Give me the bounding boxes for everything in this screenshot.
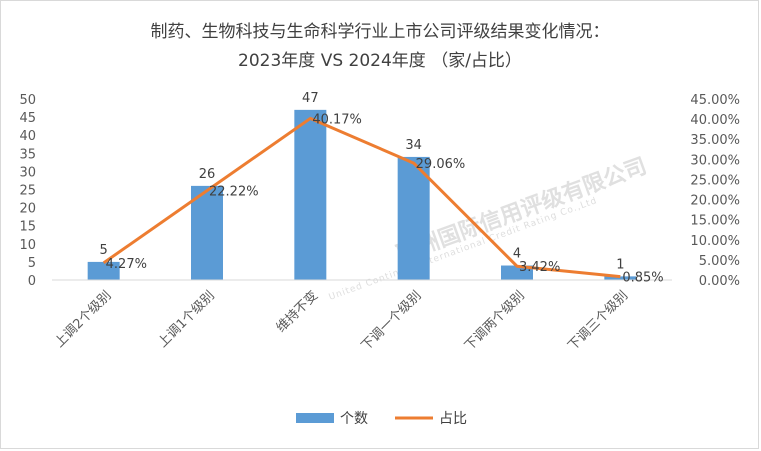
line-data-label: 3.42% [519, 260, 560, 275]
left-axis-tick-label: 5 [28, 256, 36, 271]
line-data-labels: 4.27% 22.22% 40.17% 29.06% 3.42% 0.85% [106, 112, 664, 285]
bar [87, 261, 120, 280]
right-axis-tick-label: 10.00% [690, 234, 740, 249]
category-label: 下调两个级别 [462, 288, 528, 354]
bar-series [87, 109, 637, 280]
left-axis-tick-label: 20 [19, 202, 36, 217]
chart-title-line-2: 2023年度 VS 2024年度 （家/占比） [238, 51, 522, 71]
left-axis-tick-label: 0 [28, 274, 36, 289]
left-axis-tick-label: 35 [19, 147, 36, 162]
bar-data-label: 26 [199, 167, 216, 182]
bar-data-label: 5 [100, 243, 108, 258]
left-axis-tick-label: 40 [19, 129, 36, 144]
bar-data-labels: 5 26 47 34 4 1 [100, 91, 625, 273]
bar [501, 265, 533, 280]
line-data-label: 40.17% [312, 112, 362, 127]
bar-data-label: 4 [513, 247, 521, 262]
line-series [102, 116, 621, 279]
right-axis: 0.00% 5.00% 10.00% 15.00% 20.00% 25.00% 30.00%… [690, 93, 740, 289]
category-label: 上调2个级别 [52, 288, 114, 350]
category-label: 维持不变 [273, 288, 321, 336]
right-axis-tick-label: 5.00% [699, 254, 740, 269]
bar [294, 109, 327, 280]
left-axis-tick-label: 45 [19, 111, 36, 126]
line-data-label: 22.22% [209, 185, 259, 200]
right-axis-tick-label: 20.00% [690, 194, 740, 209]
bar-data-label: 1 [616, 257, 624, 272]
bar-data-label: 34 [405, 138, 422, 153]
right-axis-tick-label: 30.00% [690, 153, 740, 168]
line-data-label: 4.27% [106, 257, 147, 272]
right-axis-tick-label: 0.00% [699, 274, 740, 289]
right-axis-tick-label: 25.00% [690, 173, 740, 188]
left-axis-tick-label: 15 [19, 220, 36, 235]
left-axis-tick-label: 50 [19, 93, 36, 108]
legend-bar-label: 个数 [340, 411, 368, 427]
series-line [102, 116, 621, 279]
chart-title-line-1: 制药、生物科技与生命科学行业上市公司评级结果变化情况： [151, 22, 610, 42]
legend-line-label: 占比 [439, 411, 467, 427]
category-label: 下调一个级别 [359, 288, 425, 354]
legend-bar-swatch [296, 413, 334, 423]
bar [604, 276, 637, 280]
left-axis: 0 5 10 15 20 25 30 35 40 45 50 [19, 93, 36, 289]
right-axis-tick-label: 45.00% [690, 93, 740, 108]
right-axis-tick-label: 40.00% [690, 113, 740, 128]
legend: 个数 占比 [296, 411, 467, 427]
left-axis-tick-label: 25 [19, 184, 36, 199]
left-axis-tick-label: 30 [19, 165, 36, 180]
line-data-label: 29.06% [416, 157, 466, 172]
line-data-label: 0.85% [622, 271, 663, 286]
category-label: 下调三个级别 [565, 288, 631, 354]
bar [191, 185, 223, 280]
left-axis-tick-label: 10 [19, 238, 36, 253]
category-label: 上调1个级别 [155, 288, 217, 350]
right-axis-tick-label: 15.00% [690, 214, 740, 229]
bar [397, 156, 430, 280]
bar-data-label: 47 [302, 91, 319, 106]
right-axis-tick-label: 35.00% [690, 133, 740, 148]
